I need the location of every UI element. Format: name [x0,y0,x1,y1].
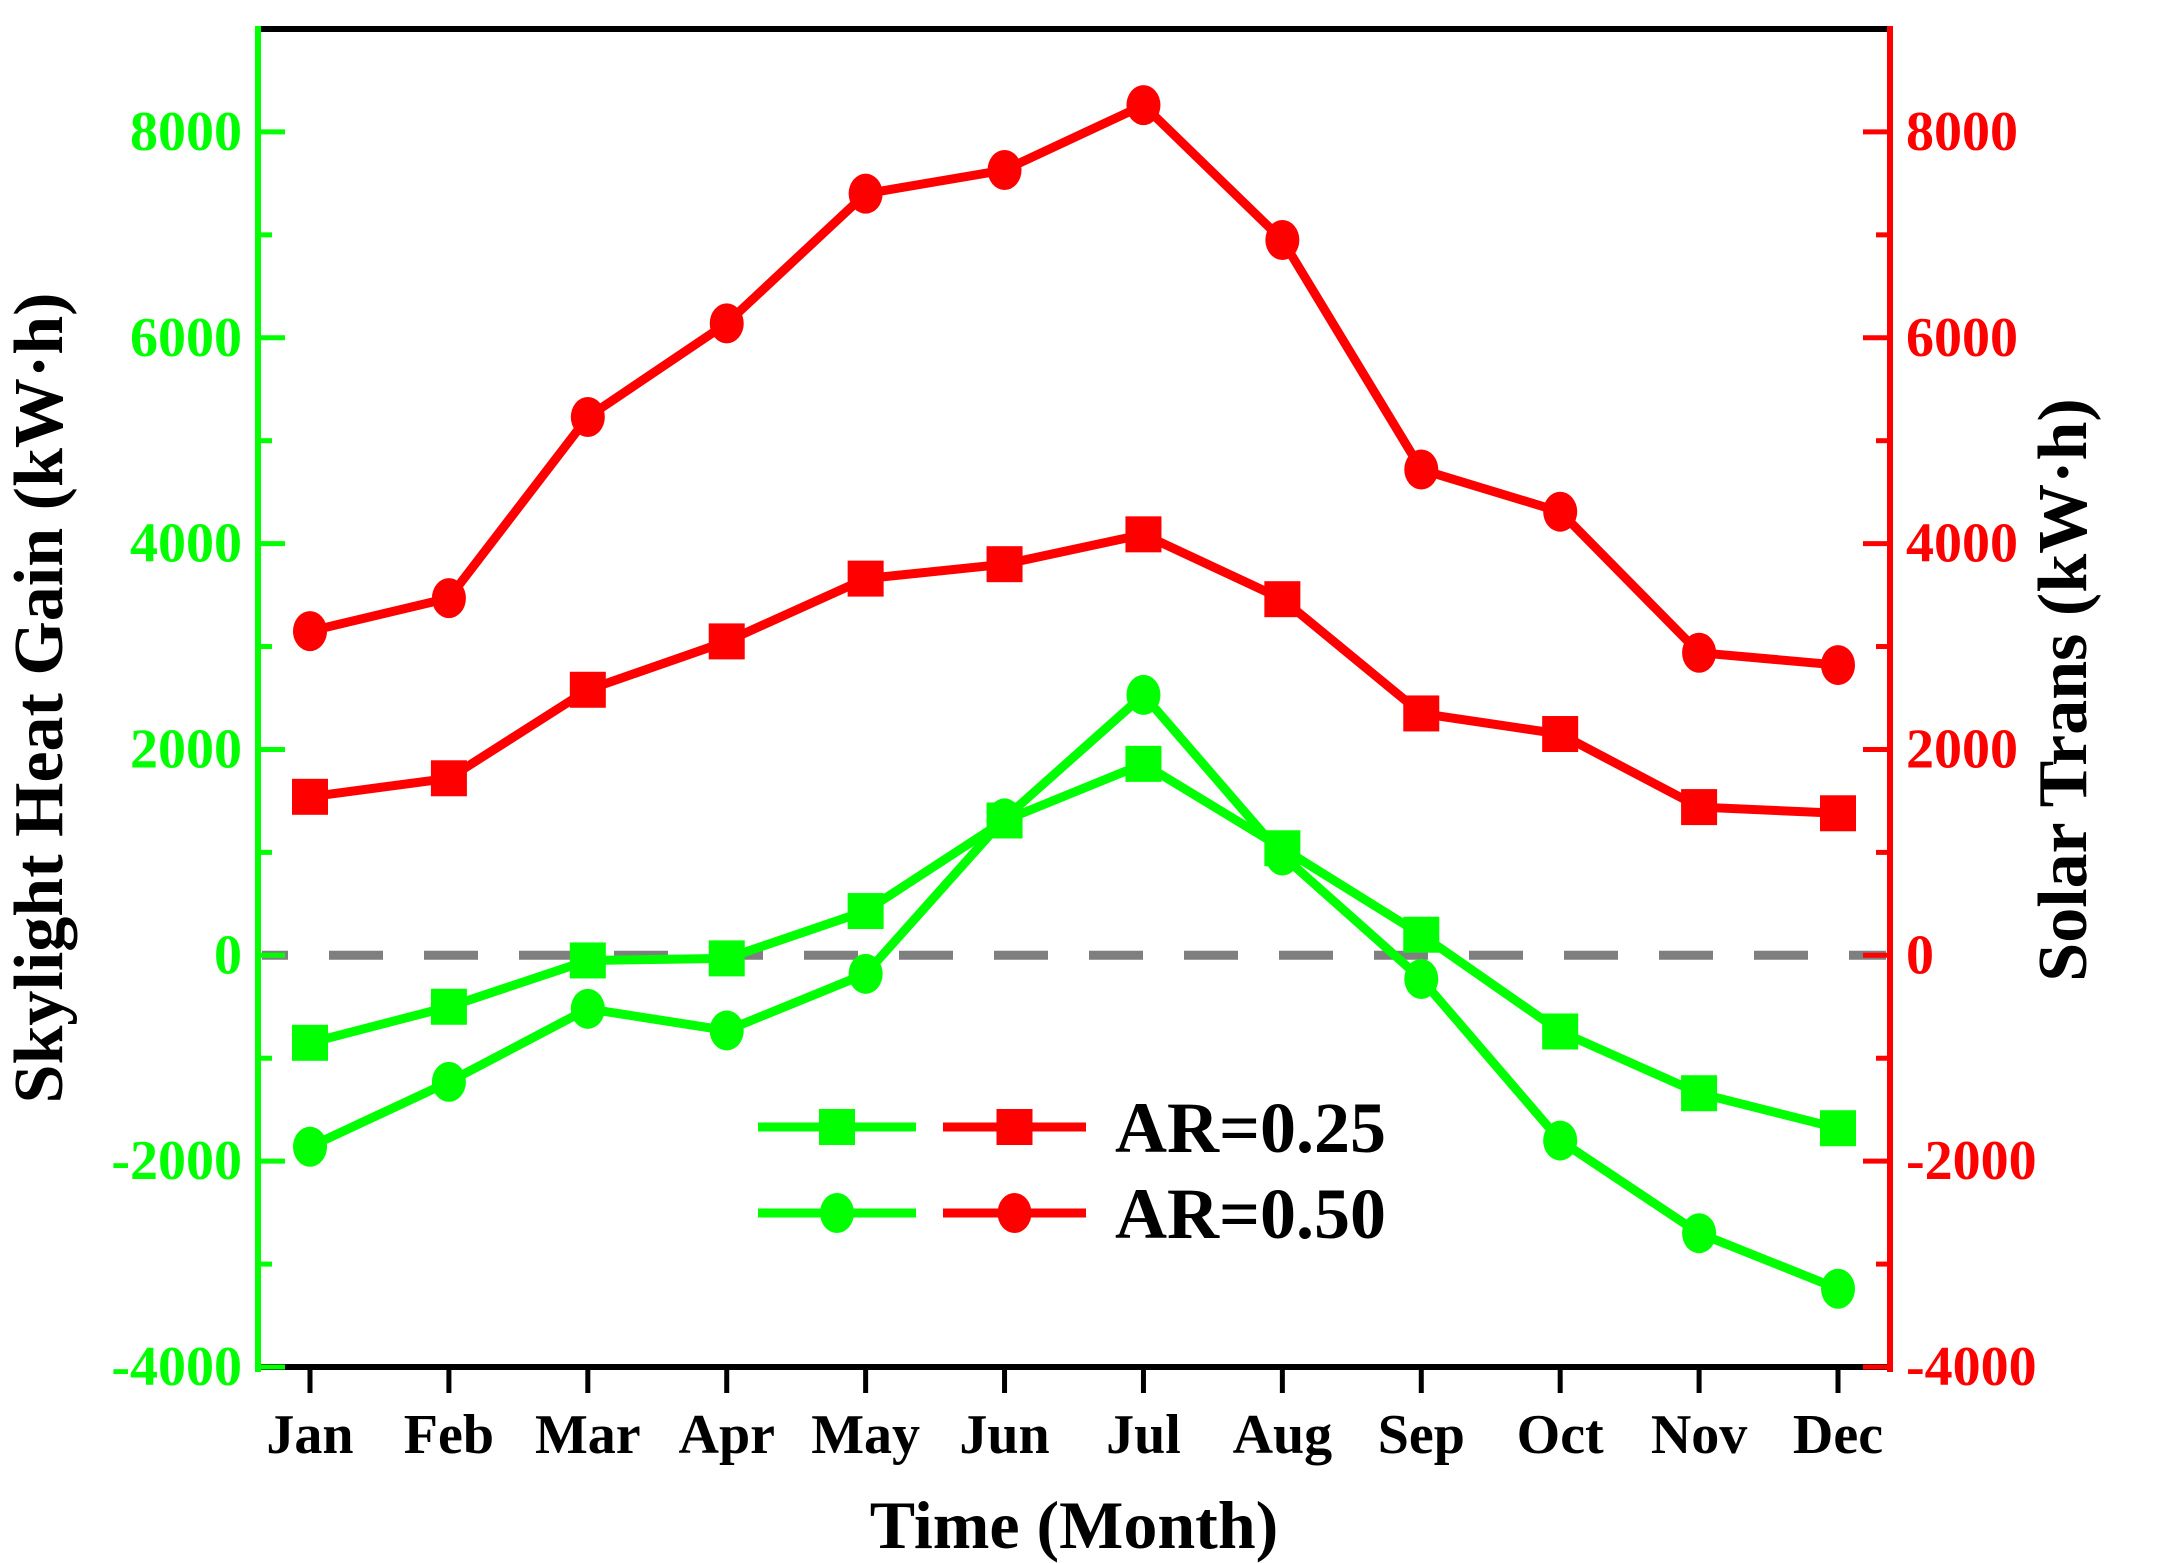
marker-square-Feb [430,988,467,1025]
left-tick-label: -2000 [111,1130,242,1192]
legend: AR=0.25 AR=0.50 [758,1088,1386,1254]
right-tick-label: 4000 [1906,513,2018,575]
month-label-Sep: Sep [1378,1404,1465,1466]
right-axis-title: Solar Trans (kW·h) [2025,398,2102,981]
marker-square-Apr [708,940,745,977]
marker-square-Jul [1125,516,1162,553]
marker-square-Sep [1403,916,1440,953]
legend-label-ar025: AR=0.25 [1115,1088,1386,1168]
marker-circle-Dec [1821,645,1855,686]
marker-square-Oct [1542,1013,1579,1050]
series-line-3 [308,688,1840,1293]
right-tick-label: 0 [1906,924,1934,986]
month-label-Jul: Jul [1106,1404,1181,1466]
marker-square-Oct [1542,716,1579,753]
marker-square-Jul [1125,745,1162,782]
marker-square-Apr [708,623,745,660]
marker-circle-Feb [431,578,466,619]
marker-square-May [847,893,884,930]
month-label-May: May [811,1404,920,1466]
left-tick-label: 2000 [130,718,242,780]
marker-square-Jan [292,1024,328,1061]
month-label-Dec: Dec [1793,1404,1883,1466]
marker-square-Nov [1681,1075,1718,1112]
marker-circle-Apr [709,303,744,344]
legend-marker-circle [997,1193,1032,1233]
marker-circle-Sep [1404,449,1439,490]
month-label-Feb: Feb [404,1404,494,1466]
legend-marker-square [819,1109,855,1145]
month-label-Apr: Apr [679,1404,775,1466]
axes [255,26,1893,1393]
left-tick-label: 8000 [130,101,242,163]
month-label-Jun: Jun [959,1404,1049,1466]
marker-square-Dec [1820,795,1856,832]
marker-square-Feb [430,760,467,797]
marker-circle-Mar [570,988,605,1029]
marker-circle-Feb [431,1061,466,1102]
legend-marker-square [996,1109,1033,1145]
legend-marker-circle [820,1193,854,1233]
marker-circle-May [848,953,883,994]
marker-circle-Dec [1821,1268,1855,1309]
marker-circle-Jan [293,611,327,652]
marker-circle-Nov [1682,1213,1717,1254]
data-series [292,85,1856,1309]
x-axis-title: Time (Month) [870,1487,1279,1563]
marker-circle-Jan [293,1126,327,1167]
left-tick-label: 0 [214,924,242,986]
month-label-Mar: Mar [535,1404,641,1466]
left-axis-title: Skylight Heat Gain (kW·h) [1,293,78,1104]
marker-circle-Aug [1265,219,1300,260]
marker-circle-Jul [1126,674,1161,715]
marker-square-Dec [1820,1110,1856,1147]
marker-square-Jun [986,546,1023,583]
marker-square-May [847,560,884,597]
marker-circle-Oct [1543,491,1578,532]
right-tick-label: -4000 [1906,1336,2037,1398]
right-tick-label: 6000 [1906,307,2018,369]
left-tick-label: 4000 [130,513,242,575]
marker-circle-May [848,173,883,214]
right-tick-label: -2000 [1906,1130,2037,1192]
marker-square-Nov [1681,789,1718,826]
month-label-Jan: Jan [266,1404,353,1466]
marker-square-Aug [1264,581,1301,618]
marker-square-Mar [569,942,606,979]
marker-square-Mar [569,671,606,708]
month-label-Nov: Nov [1651,1404,1747,1466]
series-line-1 [308,99,1839,670]
marker-circle-Jul [1126,85,1161,126]
marker-circle-Sep [1404,958,1439,999]
marker-circle-Apr [709,1010,744,1051]
marker-circle-Nov [1682,632,1717,673]
marker-circle-Aug [1265,835,1300,876]
marker-circle-Oct [1543,1120,1578,1161]
right-tick-label: 8000 [1906,101,2018,163]
left-tick-label: -4000 [111,1336,242,1398]
tick-labels: -4000 -4000 -2000 -2000 0 0 2000 2000 4000 4000 60… [111,101,2036,1466]
right-tick-label: 2000 [1906,718,2018,780]
series-line-2 [308,758,1840,1133]
marker-circle-Jun [987,798,1022,839]
month-label-Oct: Oct [1517,1404,1604,1466]
month-label-Aug: Aug [1233,1404,1333,1466]
left-tick-label: 6000 [130,307,242,369]
marker-circle-Mar [570,397,605,438]
marker-square-Jan [292,778,328,815]
legend-label-ar050: AR=0.50 [1115,1174,1386,1254]
marker-square-Sep [1403,695,1440,732]
marker-circle-Jun [987,150,1022,191]
series-line-0 [309,529,1839,818]
